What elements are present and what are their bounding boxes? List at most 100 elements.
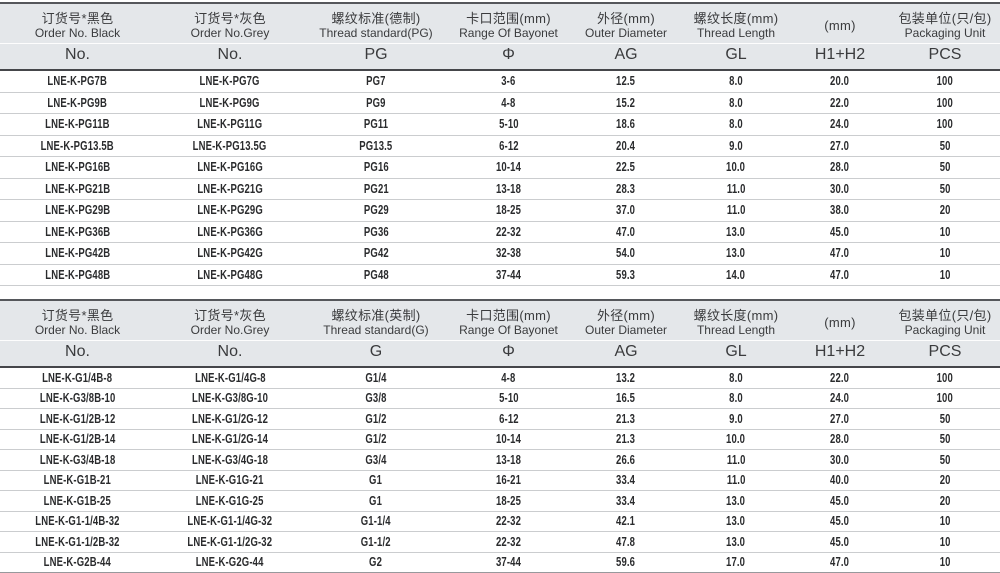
table-cell: 100 <box>890 94 1000 112</box>
cell-value: 10.0 <box>726 160 746 175</box>
cell-value: LNE-K-PG36B <box>44 224 110 239</box>
cell-value: 13.0 <box>726 224 746 239</box>
column-header-zh: 订货号*灰色 <box>194 307 266 323</box>
table-cell: 4-8 <box>447 369 570 387</box>
cell-value: 47.0 <box>616 224 636 239</box>
cell-value: 30.0 <box>830 181 850 196</box>
column-symbol: No. <box>217 343 243 360</box>
table-cell: 10 <box>890 266 1000 284</box>
column-header: 订货号*灰色 Order No.Grey <box>155 301 305 340</box>
cell-value: 13.0 <box>726 514 746 529</box>
column-header-zh: 包装单位(只/包) <box>898 10 992 26</box>
table-cell: PG21 <box>305 180 447 198</box>
cell-value: 8.0 <box>729 74 743 89</box>
column-header: 外径(mm) Outer Diameter <box>570 4 682 43</box>
table-cell: 32-38 <box>447 244 570 262</box>
table-cell: 50 <box>890 158 1000 176</box>
column-symbol: No. <box>65 46 90 63</box>
table-cell: 8.0 <box>682 369 790 387</box>
table-cell: 5-10 <box>447 115 570 133</box>
table-cell: G1-1/4 <box>305 512 447 530</box>
table-cell: 15.2 <box>570 94 682 112</box>
cell-value: 20 <box>939 203 951 218</box>
cell-value: 8.0 <box>729 95 743 110</box>
table-cell: LNE-K-G1/2B-14 <box>0 430 155 448</box>
cell-value: LNE-K-PG48B <box>44 267 110 282</box>
table-cell: G3/8 <box>305 389 447 407</box>
cell-value: 54.0 <box>616 246 636 261</box>
cell-value: 100 <box>936 95 954 110</box>
table-cell: 26.6 <box>570 451 682 469</box>
cell-value: 22-32 <box>495 514 522 529</box>
table-cell: LNE-K-G1/2G-14 <box>155 430 305 448</box>
table-cell: 17.0 <box>682 553 790 571</box>
table-cell: 47.0 <box>570 223 682 241</box>
table-cell: G1/2 <box>305 430 447 448</box>
table-cell: 30.0 <box>790 180 890 198</box>
table-cell: G1-1/2 <box>305 533 447 551</box>
column-header-en: Order No.Grey <box>190 25 270 40</box>
cell-value: PG48 <box>363 267 389 282</box>
column-header-zh: 包装单位(只/包) <box>898 307 992 323</box>
cell-value: LNE-K-PG13.5G <box>193 138 267 153</box>
table-cell: LNE-K-G2B-44 <box>0 553 155 571</box>
cell-value: 10 <box>939 224 951 239</box>
cell-value: 13-18 <box>495 181 522 196</box>
cell-value: G2 <box>369 555 383 570</box>
cell-value: 33.4 <box>616 493 636 508</box>
cell-value: G1-1/2 <box>361 534 391 549</box>
table-row: LNE-K-G1/4B-8 LNE-K-G1/4G-8 G1/4 4-8 13.2 8.0… <box>0 368 1000 389</box>
table-cell: 3-6 <box>447 72 570 90</box>
cell-value: 100 <box>936 74 954 89</box>
table-cell: 10-14 <box>447 158 570 176</box>
cell-value: 22-32 <box>495 534 522 549</box>
table-cell: LNE-K-G1-1/4G-32 <box>155 512 305 530</box>
cell-value: 45.0 <box>830 493 850 508</box>
table-cell: G1/2 <box>305 410 447 428</box>
cell-value: 17.0 <box>726 555 746 570</box>
column-symbol: PCS <box>928 46 962 63</box>
column-symbol: AG <box>614 343 638 360</box>
table-cell: PG7 <box>305 72 447 90</box>
table-cell: 45.0 <box>790 492 890 510</box>
cell-value: 13-18 <box>495 452 522 467</box>
table-cell: PG36 <box>305 223 447 241</box>
table-cell: LNE-K-PG21G <box>155 180 305 198</box>
column-symbol: Φ <box>502 343 515 360</box>
column-header-en: Outer Diameter <box>584 322 668 337</box>
table-cell: 28.0 <box>790 430 890 448</box>
cell-value: G1-1/4 <box>361 514 391 529</box>
cell-value: 5-10 <box>498 117 519 132</box>
column-header: (mm) <box>790 4 890 43</box>
cell-value: 11.0 <box>726 203 746 218</box>
column-header-en: Thread standard(G) <box>323 322 429 337</box>
cell-value: LNE-K-PG16G <box>197 160 263 175</box>
table-cell: LNE-K-PG13.5B <box>0 137 155 155</box>
column-header-zh: 订货号*黑色 <box>41 307 114 323</box>
cell-value: LNE-K-PG21B <box>44 181 110 196</box>
cell-value: LNE-K-PG48G <box>197 267 263 282</box>
table-cell: LNE-K-G1-1/2G-32 <box>155 533 305 551</box>
table-cell: 11.0 <box>682 201 790 219</box>
cell-value: LNE-K-PG42G <box>197 246 263 261</box>
table-cell: 22-32 <box>447 533 570 551</box>
table-cell: 18-25 <box>447 492 570 510</box>
table-cell: PG42 <box>305 244 447 262</box>
cell-value: 21.3 <box>616 411 636 426</box>
cell-value: LNE-K-G1-1/2B-32 <box>35 534 120 549</box>
cell-value: 45.0 <box>830 514 850 529</box>
cell-value: LNE-K-PG16B <box>44 160 110 175</box>
table-cell: 11.0 <box>682 471 790 489</box>
table-cell: LNE-K-PG16G <box>155 158 305 176</box>
table-cell: 50 <box>890 430 1000 448</box>
cell-value: 18.6 <box>616 117 636 132</box>
table-cell: 13.0 <box>682 512 790 530</box>
table-cell: 33.4 <box>570 471 682 489</box>
cell-value: 8.0 <box>729 391 743 406</box>
table-cell: 100 <box>890 389 1000 407</box>
column-symbol: GL <box>725 46 747 63</box>
table-cell: 50 <box>890 180 1000 198</box>
table-cell: 37.0 <box>570 201 682 219</box>
table-cell: 33.4 <box>570 492 682 510</box>
cell-value: 12.5 <box>616 74 636 89</box>
